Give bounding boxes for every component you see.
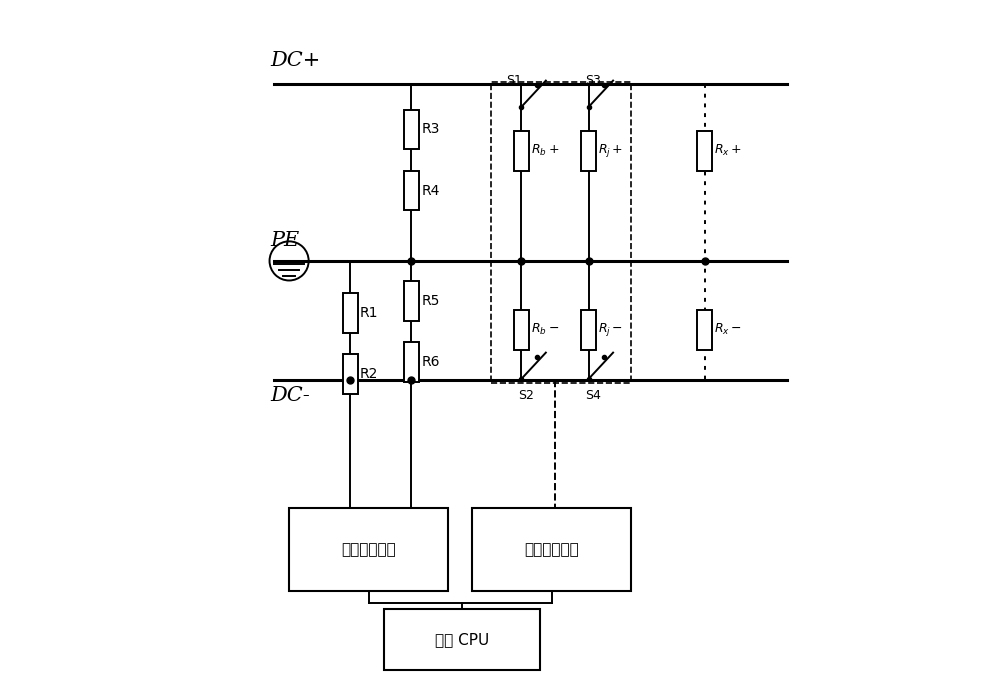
- Text: $R_x+$: $R_x+$: [714, 143, 742, 159]
- Text: PE: PE: [271, 231, 300, 250]
- Bar: [491, 82, 631, 383]
- Bar: [384, 609, 540, 671]
- Text: R1: R1: [360, 306, 379, 320]
- Text: $R_j+$: $R_j+$: [598, 142, 623, 159]
- Bar: [472, 509, 631, 591]
- Text: DC+: DC+: [271, 51, 321, 70]
- Bar: [404, 170, 419, 211]
- Text: S4: S4: [586, 389, 601, 403]
- Text: R2: R2: [360, 367, 378, 381]
- Bar: [343, 354, 358, 394]
- Bar: [697, 131, 712, 170]
- Text: DC-: DC-: [271, 386, 311, 405]
- Text: 电压采样电路: 电压采样电路: [341, 542, 396, 557]
- Bar: [404, 342, 419, 382]
- Text: $R_b-$: $R_b-$: [531, 322, 559, 337]
- Bar: [404, 281, 419, 321]
- Text: $R_b+$: $R_b+$: [531, 143, 559, 159]
- Text: S3: S3: [586, 73, 601, 87]
- Text: $R_j-$: $R_j-$: [598, 321, 623, 338]
- Text: R3: R3: [421, 123, 440, 137]
- Bar: [514, 131, 529, 170]
- Bar: [581, 131, 596, 170]
- Bar: [514, 310, 529, 349]
- Bar: [697, 310, 712, 349]
- Text: R4: R4: [421, 184, 440, 198]
- Text: 开关控制电路: 开关控制电路: [525, 542, 579, 557]
- Text: R6: R6: [421, 355, 440, 369]
- Bar: [343, 293, 358, 333]
- Bar: [404, 109, 419, 150]
- Text: 检测 CPU: 检测 CPU: [435, 633, 489, 647]
- Text: S1: S1: [506, 73, 522, 87]
- Bar: [581, 310, 596, 349]
- Bar: [289, 509, 448, 591]
- Text: $R_x-$: $R_x-$: [714, 322, 742, 337]
- Text: R5: R5: [421, 294, 440, 308]
- Text: S2: S2: [518, 389, 534, 403]
